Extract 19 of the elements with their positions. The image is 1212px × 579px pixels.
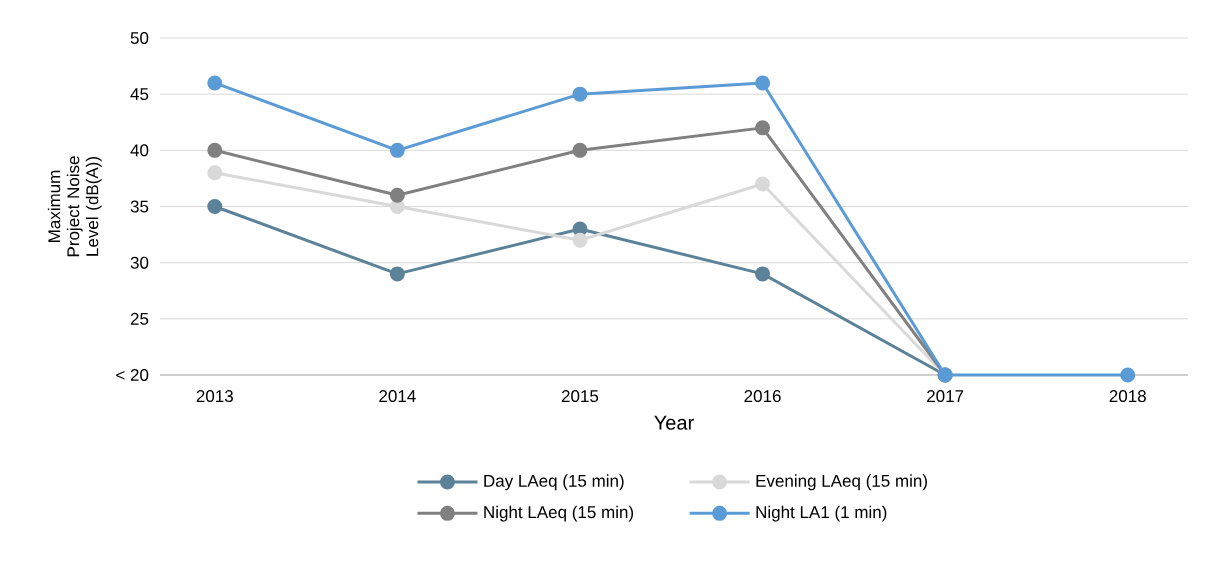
y-tick-label: < 20 <box>116 368 149 381</box>
x-tick-label: 2017 <box>927 390 964 403</box>
y-tick-label: 45 <box>130 88 149 101</box>
legend-label: Night LA1 (1 min) <box>756 505 887 522</box>
x-tick-label: 2013 <box>196 390 233 403</box>
y-axis-title: Maximum Project Noise Level (dB(A)) <box>47 156 102 257</box>
y-tick-label: 25 <box>130 312 149 325</box>
legend-label: Day LAeq (15 min) <box>484 474 624 491</box>
y-tick-label: 35 <box>130 200 149 213</box>
x-tick-label: 2014 <box>379 390 416 403</box>
x-tick-label: 2016 <box>744 390 781 403</box>
x-axis-title: Year <box>654 415 694 430</box>
y-tick-label: 30 <box>130 256 149 269</box>
y-tick-label: 40 <box>130 144 149 157</box>
legend-label: Evening LAeq (15 min) <box>756 474 927 491</box>
x-tick-label: 2015 <box>561 390 599 403</box>
x-tick-label: 2018 <box>1109 390 1146 403</box>
y-tick-label: 50 <box>130 32 149 45</box>
legend-label: Night LAeq (15 min) <box>484 505 634 522</box>
